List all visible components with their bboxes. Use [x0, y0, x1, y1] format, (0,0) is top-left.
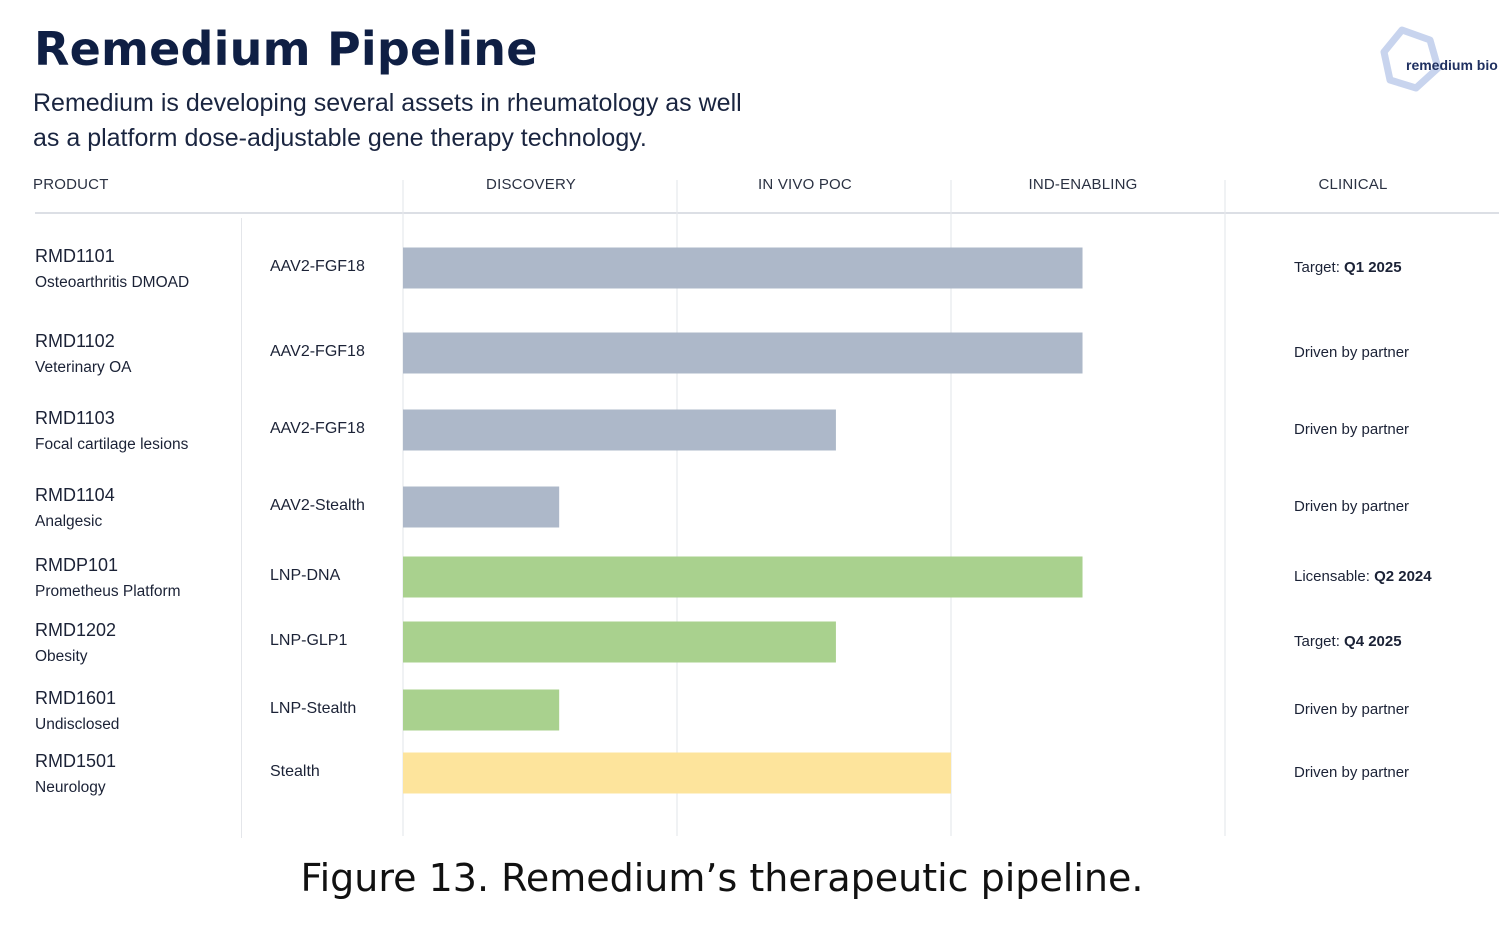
product-id: RMD1102: [35, 331, 115, 351]
product-indication: Osteoarthritis DMOAD: [35, 274, 190, 291]
progress-bar-rmd1501: [403, 752, 951, 794]
column-header-ind-enabling: IND-ENABLING: [1028, 176, 1138, 193]
product-id: RMD1101: [35, 246, 115, 266]
clinical-status-text: Target:: [1294, 259, 1345, 276]
clinical-status-date: Q1 2025: [1344, 259, 1402, 276]
clinical-status-date: Q2 2024: [1374, 568, 1432, 585]
product-technology: LNP-Stealth: [270, 700, 357, 717]
header-divider: [35, 212, 1499, 214]
clinical-status: Driven by partner: [1294, 421, 1409, 438]
product-indication: Veterinary OA: [35, 359, 132, 376]
clinical-status: Licensable: Q2 2024: [1294, 568, 1432, 585]
clinical-status-text: Driven by partner: [1294, 344, 1410, 361]
product-technology: AAV2-FGF18: [270, 343, 365, 360]
product-id: RMD1601: [35, 688, 117, 708]
product-column-divider: [241, 218, 242, 838]
product-indication: Obesity: [35, 648, 88, 665]
column-header-clinical: CLINICAL: [1318, 176, 1388, 193]
clinical-status: Driven by partner: [1294, 764, 1409, 781]
product-technology: LNP-GLP1: [270, 632, 348, 649]
clinical-status-text: Driven by partner: [1294, 764, 1410, 781]
product-indication: Undisclosed: [35, 716, 120, 733]
column-header-in-vivo-poc: IN VIVO POC: [758, 176, 852, 193]
clinical-status-date: Q4 2025: [1344, 633, 1402, 650]
progress-bar-rmdp101: [403, 556, 1083, 598]
progress-bar-rmd1202: [403, 621, 836, 663]
subtitle-line-1: Remedium is developing several assets in…: [33, 89, 742, 117]
progress-bar-rmd1102: [403, 332, 1083, 374]
progress-bar-rmd1104: [403, 486, 560, 528]
progress-bar-rmd1101: [403, 247, 1083, 289]
clinical-status-text: Target:: [1294, 633, 1345, 650]
product-id: RMD1103: [35, 408, 115, 428]
product-indication: Neurology: [35, 779, 106, 796]
product-indication: Prometheus Platform: [35, 583, 181, 600]
product-id: RMD1202: [35, 620, 117, 640]
product-id: RMD1501: [35, 751, 117, 771]
clinical-status-text: Driven by partner: [1294, 498, 1410, 515]
progress-bar-rmd1103: [403, 409, 836, 451]
page-title: Remedium Pipeline: [34, 22, 538, 76]
remedium-logo-icon: [1380, 26, 1442, 92]
product-technology: AAV2-FGF18: [270, 420, 365, 437]
product-technology: LNP-DNA: [270, 567, 341, 584]
logo-text: remedium bio: [1406, 57, 1498, 73]
clinical-status-text: Driven by partner: [1294, 701, 1410, 718]
column-header-product: PRODUCT: [33, 176, 109, 193]
column-header-discovery: DISCOVERY: [486, 176, 576, 193]
progress-bar-rmd1601: [403, 689, 560, 731]
clinical-status: Driven by partner: [1294, 344, 1409, 361]
clinical-status: Target: Q4 2025: [1294, 633, 1402, 650]
clinical-status-text: Driven by partner: [1294, 421, 1410, 438]
product-indication: Focal cartilage lesions: [35, 436, 189, 453]
clinical-status: Target: Q1 2025: [1294, 259, 1402, 276]
clinical-status: Driven by partner: [1294, 701, 1409, 718]
product-indication: Analgesic: [35, 513, 103, 530]
product-id: RMD1104: [35, 485, 115, 505]
product-technology: AAV2-Stealth: [270, 497, 365, 514]
product-technology: AAV2-FGF18: [270, 258, 365, 275]
product-id: RMDP101: [35, 555, 119, 575]
clinical-status-text: Licensable:: [1294, 568, 1375, 585]
page-subtitle: Remedium is developing several assets in…: [33, 86, 793, 156]
figure-caption: Figure 13. Remedium’s therapeutic pipeli…: [300, 856, 1144, 900]
clinical-status: Driven by partner: [1294, 498, 1409, 515]
product-technology: Stealth: [270, 763, 320, 780]
subtitle-line-2: as a platform dose-adjustable gene thera…: [33, 124, 647, 152]
